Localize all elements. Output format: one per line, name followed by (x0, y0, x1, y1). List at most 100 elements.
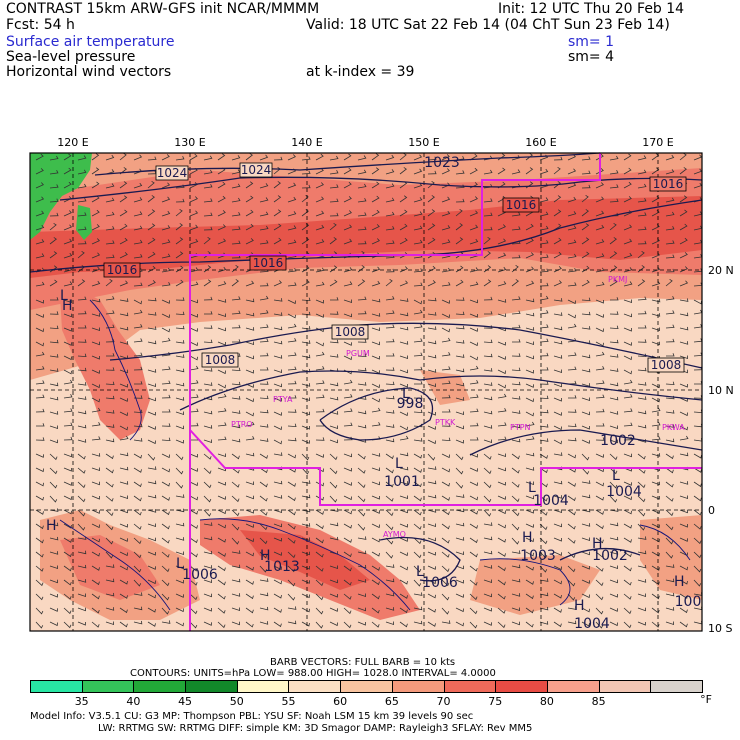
wind-barb (245, 452, 255, 457)
wind-barb (567, 352, 577, 357)
wind-barb (91, 621, 100, 628)
wind-barb (441, 327, 450, 333)
wind-barb (623, 607, 632, 615)
wind-barb (581, 184, 591, 189)
wind-barb (162, 409, 171, 413)
wind-barb (623, 593, 632, 600)
wind-barb (679, 312, 689, 317)
wind-barb (385, 523, 394, 531)
wind-barb (147, 509, 157, 513)
valid-time: Valid: 18 UTC Sat 22 Feb 14 (04 ChT Sun … (306, 17, 670, 33)
wind-barb (623, 523, 632, 529)
wind-barb (595, 327, 604, 333)
wind-barb (595, 607, 604, 615)
wind-barb (343, 607, 352, 615)
wind-barb (371, 621, 380, 628)
wind-barb (525, 153, 533, 161)
wind-barb (693, 268, 702, 273)
wind-barb (525, 280, 535, 287)
wind-barb (525, 523, 534, 528)
wind-barb (385, 268, 395, 273)
wind-barb (469, 551, 478, 558)
wind-barb (273, 156, 283, 161)
wind-barb (245, 153, 253, 161)
app-title: CONTRAST 15km ARW-GFS init NCAR/MMMM (6, 1, 320, 17)
wind-barb (133, 467, 142, 473)
wind-barb (637, 453, 646, 460)
wind-barb (133, 409, 143, 414)
wind-barb (637, 495, 646, 503)
wind-barb (581, 579, 590, 584)
wind-barb (638, 325, 647, 329)
wind-barb (119, 209, 128, 217)
wind-barb (413, 495, 422, 502)
wind-barb (49, 481, 58, 489)
wind-barb (455, 170, 465, 175)
wind-barb (637, 607, 646, 612)
wind-barb (609, 579, 618, 584)
wind-barb (147, 439, 156, 445)
wind-barb (245, 383, 254, 388)
wind-barb (189, 224, 199, 231)
wind-barb (399, 607, 408, 614)
wind-barb (133, 225, 143, 231)
wind-barb (539, 197, 549, 203)
wind-barb (287, 551, 296, 559)
wind-barb (469, 593, 478, 601)
wind-barb (245, 565, 254, 571)
high-marker: H (592, 536, 603, 552)
wind-barb (385, 381, 395, 386)
wind-barb (91, 280, 101, 287)
wind-barb (161, 620, 171, 624)
wind-barb (343, 537, 352, 543)
wind-barb (315, 607, 324, 615)
wind-barb (623, 224, 633, 231)
wind-barb (287, 323, 297, 329)
wind-barb (63, 252, 73, 259)
wind-barb (175, 397, 185, 401)
wind-barb (133, 551, 142, 559)
lat-label: 20 N (708, 264, 734, 277)
wind-barb (77, 564, 87, 569)
wind-barb (483, 425, 493, 429)
wind-barb (175, 537, 185, 541)
wind-barb (259, 338, 269, 343)
wind-barb (399, 341, 409, 345)
wind-barb (134, 381, 143, 385)
wind-barb (665, 438, 675, 443)
wind-barb (539, 467, 548, 474)
wind-barb (357, 424, 367, 429)
model-info-line2: LW: RRTMG SW: RRTMG DIFF: simple KM: 3D … (98, 723, 533, 734)
wind-barb (539, 621, 549, 625)
wind-barb (665, 381, 675, 386)
wind-barb (91, 298, 101, 303)
wind-barb (385, 453, 394, 460)
wind-barb (77, 382, 87, 386)
wind-barb (175, 522, 185, 527)
wind-barb (455, 425, 464, 430)
wind-barb (273, 607, 282, 613)
wind-barb (217, 509, 226, 515)
wind-barb (511, 212, 521, 217)
wind-barb (287, 225, 297, 231)
wind-barb (441, 495, 450, 501)
wind-barb (315, 281, 325, 287)
isobar-label: 1023 (424, 155, 460, 171)
wind-barb (161, 437, 171, 442)
wind-barb (455, 208, 463, 217)
wind-barb (511, 310, 521, 315)
wind-barb (595, 579, 604, 587)
wind-barb (273, 383, 282, 388)
wind-barb (147, 237, 156, 245)
wind-barb (105, 197, 115, 203)
wind-barb (273, 355, 283, 359)
wind-barb (105, 226, 115, 231)
wind-barb (175, 311, 185, 316)
wind-barb (455, 439, 464, 444)
wind-barb (679, 452, 689, 457)
wind-barb (525, 452, 535, 457)
wind-barb (595, 437, 605, 441)
wind-barb (581, 480, 591, 484)
colorbar-swatch (598, 680, 652, 693)
wind-barb (679, 509, 688, 514)
